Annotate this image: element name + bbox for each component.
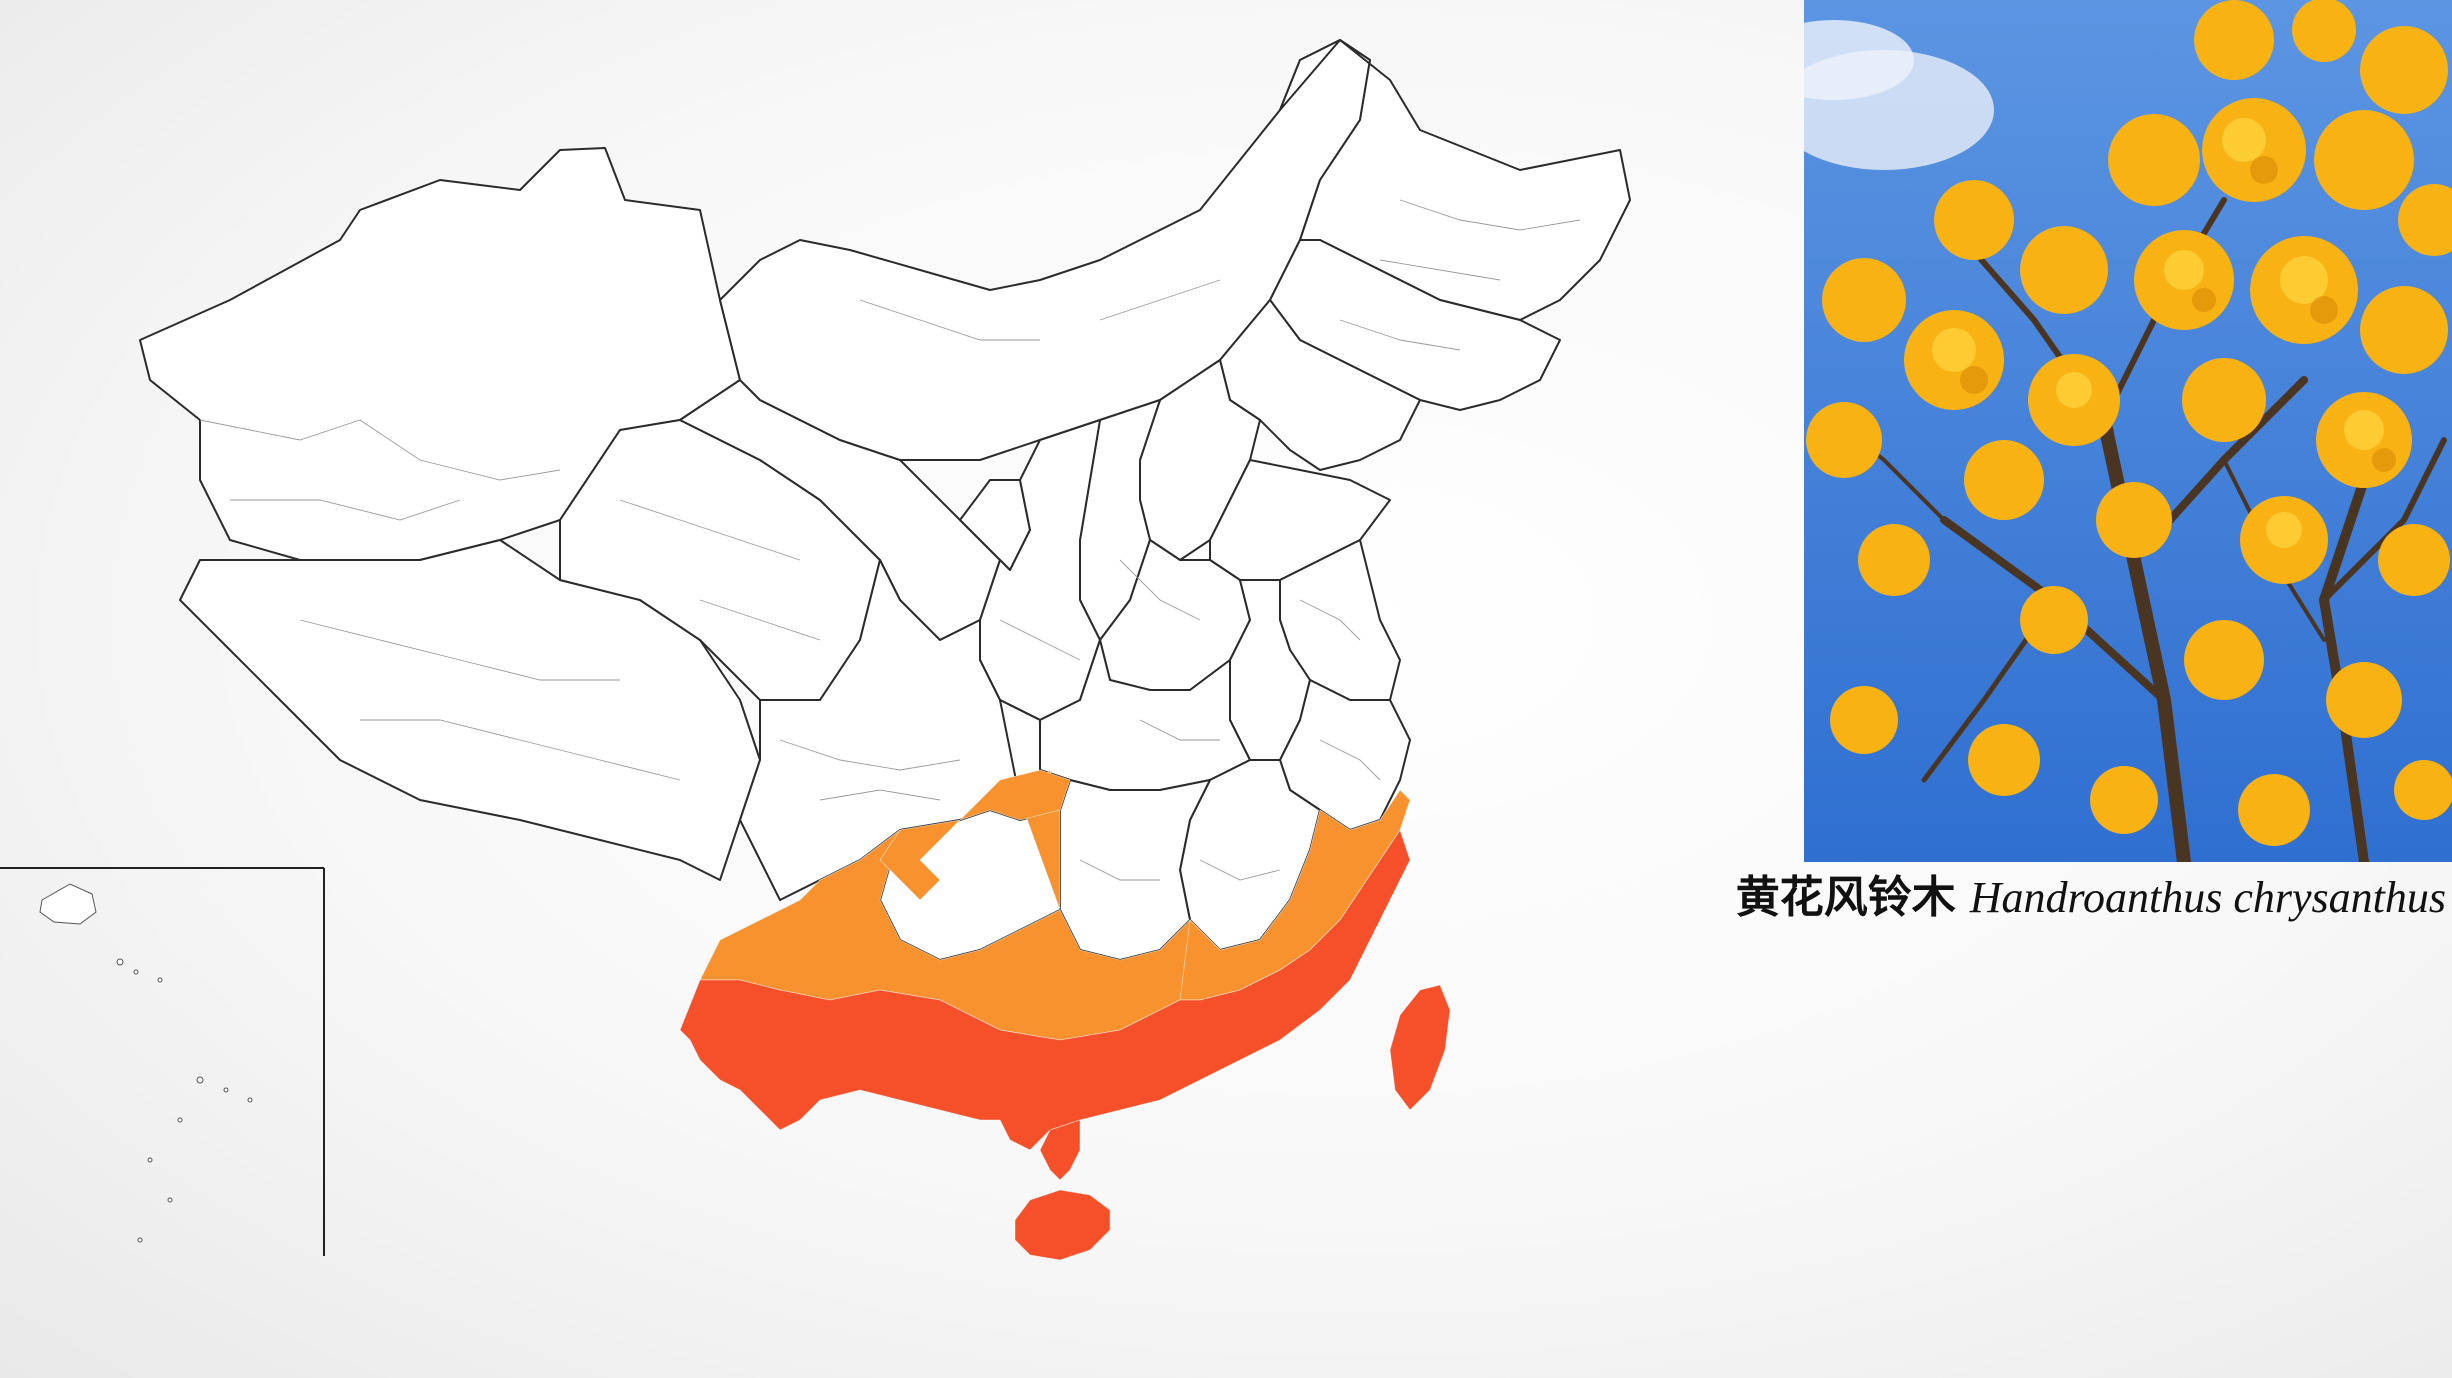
- high-suitability-zone: [679, 829, 1451, 1261]
- province-tibet: [179, 539, 761, 881]
- high-zone-taiwan: [1389, 984, 1451, 1111]
- county-lines: [199, 199, 1581, 881]
- south-china-sea-inset: [0, 867, 325, 1256]
- province-heilongjiang: [1279, 39, 1631, 321]
- cloud: [1804, 20, 1914, 100]
- species-latin-name: Handroanthus chrysanthus: [1969, 873, 2446, 922]
- china-provinces: [139, 39, 1631, 961]
- mid-suitability-zone: [699, 769, 1411, 1041]
- species-chinese-name: 黄花风铃木: [1735, 872, 1956, 923]
- flower-highlights: [1932, 118, 2384, 548]
- high-zone-leizhou: [1039, 1119, 1081, 1181]
- high-zone-mainland: [679, 829, 1411, 1151]
- flower-clusters: [1806, 0, 2452, 846]
- flower-shadows: [1960, 156, 2396, 472]
- high-zone-hainan: [1014, 1189, 1111, 1261]
- species-caption: 黄花风铃木 Handroanthus chrysanthus: [1656, 868, 2446, 928]
- mid-zone-chongqing: [879, 769, 1071, 901]
- flower-photo: [1804, 0, 2452, 862]
